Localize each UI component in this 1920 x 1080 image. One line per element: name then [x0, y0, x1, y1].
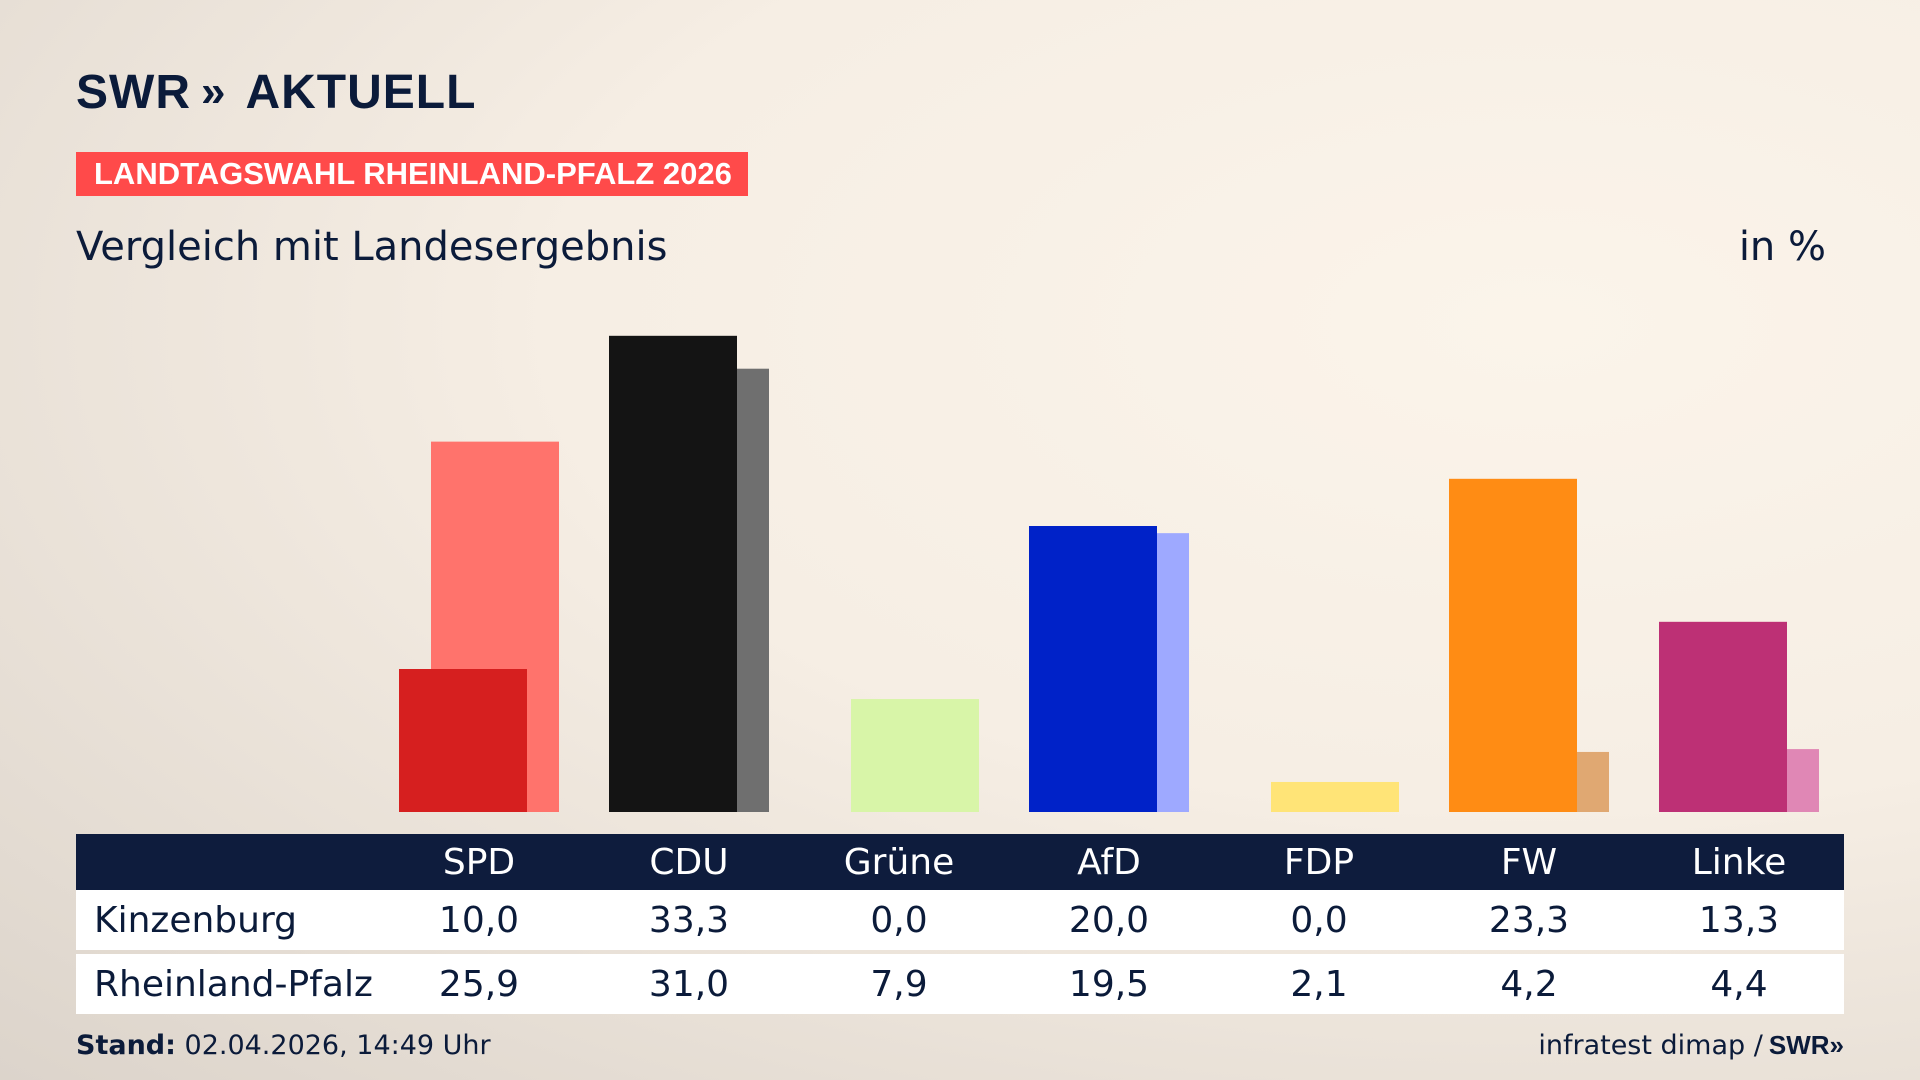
- stand-label: Stand:: [76, 1030, 176, 1061]
- bar-afd-kinzenburg: [1029, 526, 1157, 812]
- bar-spd-kinzenburg: [399, 669, 527, 812]
- table-cell: 19,5: [1068, 963, 1150, 1005]
- column-header-grüne: Grüne: [843, 841, 955, 883]
- bar-chart: [399, 335, 1819, 812]
- table-row: Rheinland-Pfalz 25,9 31,0 7,9 19,5 2,1 4,2 4,4: [76, 954, 1844, 1014]
- table-cell: 7,9: [870, 963, 928, 1005]
- logo-brand: SWR: [76, 65, 191, 119]
- table-cell: 4,2: [1500, 963, 1558, 1005]
- bar-grüne-landesergebnis: [851, 699, 979, 812]
- election-banner: LANDTAGSWAHL RHEINLAND-PFALZ 2026: [76, 152, 748, 196]
- column-header-fdp: FDP: [1283, 841, 1355, 883]
- source-chevron-icon: »: [1829, 1030, 1844, 1060]
- source-logo: SWR»: [1769, 1030, 1844, 1061]
- table-cell: 23,3: [1488, 899, 1570, 941]
- table-cell: 0,0: [1290, 899, 1348, 941]
- table-header-row: SPD CDU Grüne AfD FDP FW Linke: [76, 834, 1844, 890]
- source-logo-text: SWR: [1768, 1030, 1830, 1060]
- column-header-fw: FW: [1500, 841, 1558, 883]
- table-cell: 4,4: [1710, 963, 1768, 1005]
- table-cell: 31,0: [648, 963, 730, 1005]
- bar-linke-kinzenburg: [1659, 621, 1787, 812]
- bar-fw-kinzenburg: [1449, 478, 1577, 812]
- table-cell: 0,0: [870, 899, 928, 941]
- column-header-linke: Linke: [1691, 841, 1787, 883]
- logo-name: AKTUELL: [245, 65, 477, 119]
- chart-subtitle: Vergleich mit Landesergebnis: [76, 224, 668, 270]
- table-cell: 25,9: [438, 963, 520, 1005]
- source-text: infratest dimap /: [1538, 1030, 1763, 1061]
- bar-fdp-landesergebnis: [1271, 781, 1399, 812]
- column-header-afd: AfD: [1077, 841, 1141, 883]
- unit-label: in %: [1738, 224, 1826, 270]
- timestamp: Stand: 02.04.2026, 14:49 Uhr: [76, 1030, 491, 1061]
- results-table: SPD CDU Grüne AfD FDP FW Linke Kinzenburg 10,0…: [76, 834, 1844, 1014]
- bar-cdu-kinzenburg: [609, 335, 737, 812]
- swr-aktuell-logo: SWR » AKTUELL: [76, 65, 477, 119]
- row-label: Rheinland-Pfalz: [94, 963, 373, 1005]
- table-cell: 33,3: [648, 899, 730, 941]
- table-cell: 10,0: [438, 899, 520, 941]
- column-header-cdu: CDU: [649, 841, 729, 883]
- stand-value: 02.04.2026, 14:49 Uhr: [184, 1030, 491, 1061]
- column-header-spd: SPD: [442, 841, 516, 883]
- table-cell: 20,0: [1068, 899, 1150, 941]
- row-label: Kinzenburg: [94, 899, 297, 941]
- table-row: Kinzenburg 10,0 33,3 0,0 20,0 0,0 23,3 13,3: [76, 890, 1844, 950]
- table-cell: 2,1: [1290, 963, 1348, 1005]
- table-cell: 13,3: [1698, 899, 1780, 941]
- source-credit: infratest dimap / SWR»: [1538, 1030, 1844, 1061]
- logo-chevron-icon: »: [200, 67, 226, 116]
